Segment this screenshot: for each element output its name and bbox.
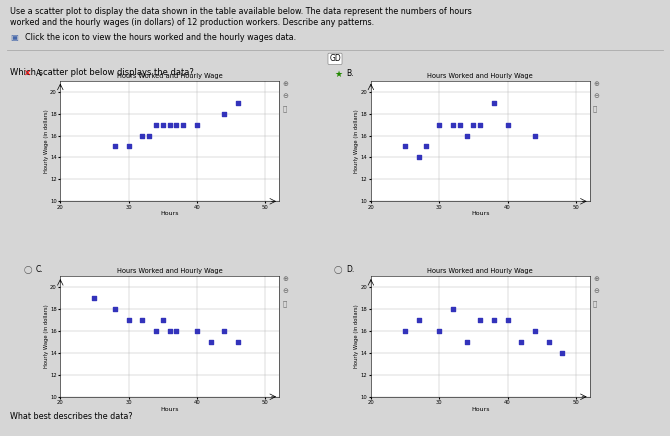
- Title: Hours Worked and Hourly Wage: Hours Worked and Hourly Wage: [117, 73, 222, 79]
- Point: [502, 121, 513, 128]
- Text: ⧉: ⧉: [282, 300, 287, 307]
- Text: ★: ★: [334, 69, 342, 78]
- Text: A.: A.: [36, 69, 43, 78]
- Point: [461, 338, 472, 345]
- Point: [543, 338, 554, 345]
- Text: ▣: ▣: [10, 33, 18, 42]
- Point: [232, 338, 243, 345]
- Text: GD: GD: [329, 54, 341, 63]
- Text: ⊖: ⊖: [282, 288, 288, 294]
- Point: [110, 143, 121, 150]
- Point: [400, 143, 411, 150]
- Y-axis label: Hourly Wage (in dollars): Hourly Wage (in dollars): [354, 109, 359, 173]
- Text: ✕: ✕: [23, 69, 31, 78]
- Point: [488, 317, 499, 324]
- X-axis label: Hours: Hours: [160, 211, 179, 216]
- Point: [413, 317, 424, 324]
- X-axis label: Hours: Hours: [471, 211, 490, 216]
- Point: [232, 99, 243, 106]
- Point: [110, 306, 121, 313]
- Point: [123, 317, 134, 324]
- Point: [448, 121, 458, 128]
- Point: [137, 132, 147, 139]
- Point: [454, 121, 465, 128]
- Text: worked and the hourly wages (in dollars) of 12 production workers. Describe any : worked and the hourly wages (in dollars)…: [10, 18, 374, 27]
- Point: [137, 317, 147, 324]
- Point: [171, 327, 182, 334]
- Text: What best describes the data?: What best describes the data?: [10, 412, 133, 421]
- Point: [178, 121, 189, 128]
- Y-axis label: Hourly Wage (in dollars): Hourly Wage (in dollars): [44, 305, 49, 368]
- Point: [192, 121, 202, 128]
- Text: ⧉: ⧉: [282, 105, 287, 112]
- Text: ⊕: ⊕: [593, 276, 599, 282]
- Text: ⊕: ⊕: [282, 276, 288, 282]
- Point: [192, 327, 202, 334]
- Point: [89, 295, 100, 302]
- Text: D.: D.: [346, 265, 354, 274]
- Point: [164, 121, 175, 128]
- Point: [219, 327, 230, 334]
- Point: [468, 121, 479, 128]
- Point: [144, 132, 155, 139]
- Title: Hours Worked and Hourly Wage: Hours Worked and Hourly Wage: [117, 268, 222, 274]
- Text: ⊕: ⊕: [593, 81, 599, 87]
- Point: [400, 327, 411, 334]
- Text: ⊕: ⊕: [282, 81, 288, 87]
- Point: [123, 143, 134, 150]
- Point: [157, 317, 168, 324]
- Point: [157, 121, 168, 128]
- Text: ⊖: ⊖: [593, 288, 599, 294]
- Y-axis label: Hourly Wage (in dollars): Hourly Wage (in dollars): [354, 305, 359, 368]
- Text: ⧉: ⧉: [593, 105, 597, 112]
- Title: Hours Worked and Hourly Wage: Hours Worked and Hourly Wage: [427, 268, 533, 274]
- Text: Which scatter plot below displays the data?: Which scatter plot below displays the da…: [10, 68, 194, 77]
- Point: [475, 121, 486, 128]
- Text: ◯: ◯: [23, 265, 32, 274]
- Point: [219, 110, 230, 117]
- Point: [434, 327, 445, 334]
- Text: ◯: ◯: [334, 265, 342, 274]
- Point: [434, 121, 445, 128]
- Point: [413, 154, 424, 161]
- Point: [516, 338, 527, 345]
- Point: [475, 317, 486, 324]
- Point: [151, 121, 161, 128]
- Point: [164, 327, 175, 334]
- Point: [151, 327, 161, 334]
- Point: [461, 132, 472, 139]
- Text: ⊖: ⊖: [282, 93, 288, 99]
- Point: [420, 143, 431, 150]
- Point: [205, 338, 216, 345]
- Text: ⧉: ⧉: [593, 300, 597, 307]
- Point: [448, 306, 458, 313]
- Y-axis label: Hourly Wage (in dollars): Hourly Wage (in dollars): [44, 109, 49, 173]
- Text: Use a scatter plot to display the data shown in the table available below. The d: Use a scatter plot to display the data s…: [10, 7, 472, 16]
- Point: [488, 99, 499, 106]
- Text: B.: B.: [346, 69, 354, 78]
- Text: ⊖: ⊖: [593, 93, 599, 99]
- Title: Hours Worked and Hourly Wage: Hours Worked and Hourly Wage: [427, 73, 533, 79]
- X-axis label: Hours: Hours: [160, 407, 179, 412]
- Text: C.: C.: [36, 265, 43, 274]
- Point: [529, 132, 540, 139]
- Point: [557, 349, 567, 356]
- Point: [502, 317, 513, 324]
- Point: [171, 121, 182, 128]
- X-axis label: Hours: Hours: [471, 407, 490, 412]
- Text: Click the icon to view the hours worked and the hourly wages data.: Click the icon to view the hours worked …: [25, 33, 297, 42]
- Point: [529, 327, 540, 334]
